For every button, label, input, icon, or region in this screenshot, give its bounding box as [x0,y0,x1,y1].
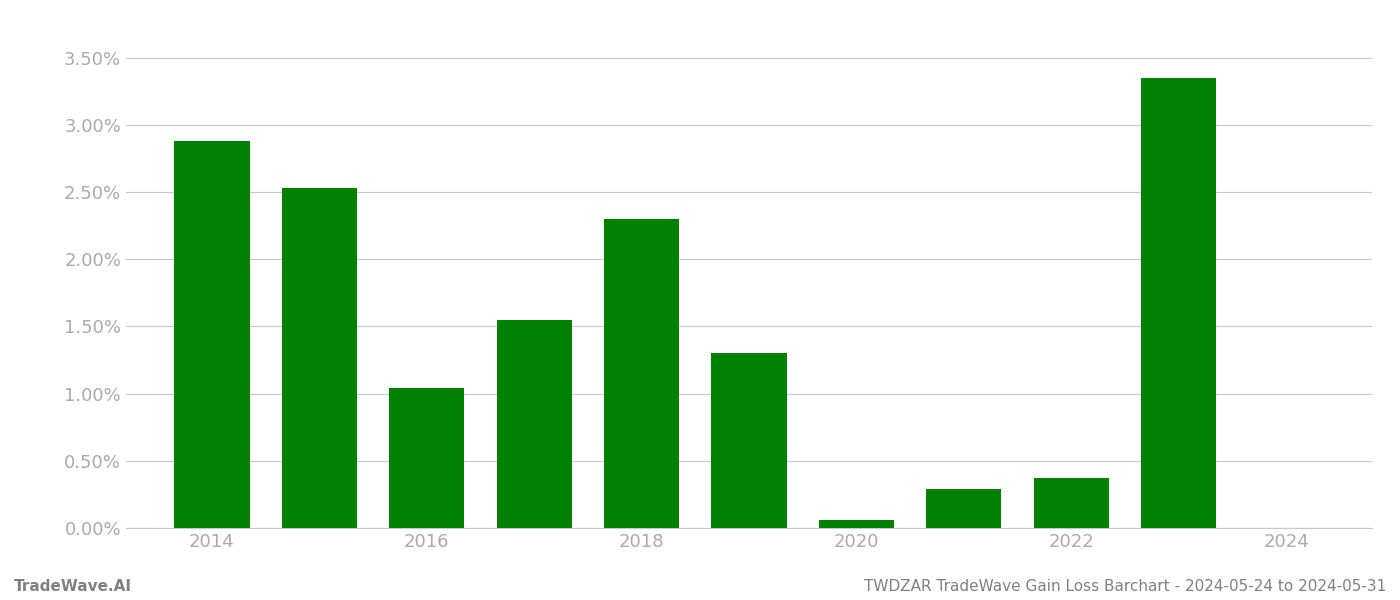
Text: TWDZAR TradeWave Gain Loss Barchart - 2024-05-24 to 2024-05-31: TWDZAR TradeWave Gain Loss Barchart - 20… [864,579,1386,594]
Bar [389,388,465,528]
Bar [1141,78,1217,528]
Bar [603,219,679,528]
Bar [497,320,571,528]
Bar [1033,478,1109,528]
Bar [175,141,249,528]
Bar [281,188,357,528]
Bar [819,520,895,528]
Bar [711,353,787,528]
Bar [927,489,1001,528]
Text: TradeWave.AI: TradeWave.AI [14,579,132,594]
